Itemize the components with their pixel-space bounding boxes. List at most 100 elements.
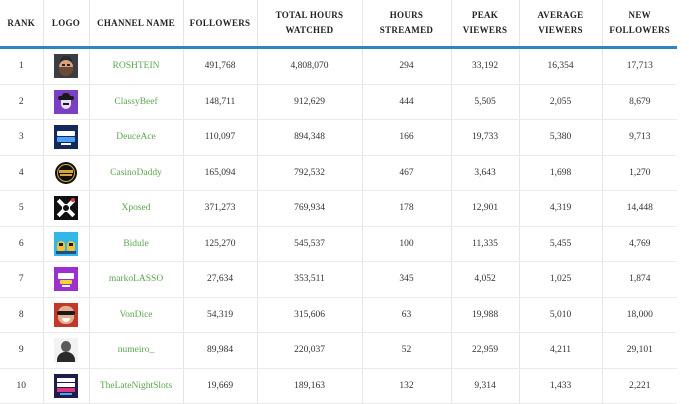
hours-watched-cell: 894,348	[257, 119, 363, 156]
followers-cell: 89,984	[183, 332, 258, 369]
new-followers-cell: 1,874	[602, 261, 677, 298]
average-viewers-cell: 1,433	[519, 368, 603, 404]
followers-cell: 165,094	[183, 155, 258, 191]
logo-cell	[43, 368, 90, 404]
hours-watched-cell: 220,037	[257, 332, 363, 369]
channel-name-link[interactable]: DeuceAce	[89, 119, 184, 156]
table-row: 10 TheLateNightSlots 19,669 189,163 132 …	[0, 368, 677, 404]
channel-name-link[interactable]: Xposed	[89, 190, 184, 227]
table-row: 7 markoLASSO 27,634 353,511 345 4,052 1,…	[0, 261, 677, 298]
average-viewers-cell: 4,211	[519, 332, 603, 369]
logo-cell	[43, 47, 90, 85]
hours-streamed-cell: 63	[362, 297, 452, 333]
header-average-viewers[interactable]: AVERAGE VIEWERS	[519, 0, 603, 48]
rank-cell: 7	[0, 261, 44, 298]
followers-cell: 491,768	[183, 47, 258, 85]
average-viewers-cell: 5,010	[519, 297, 603, 333]
table-row: 4 CasinoDaddy 165,094 792,532 467 3,643 …	[0, 155, 677, 191]
hours-watched-cell: 545,537	[257, 226, 363, 262]
peak-viewers-cell: 9,314	[451, 368, 520, 404]
header-followers[interactable]: FOLLOWERS	[183, 0, 258, 48]
average-viewers-cell: 1,025	[519, 261, 603, 298]
casino-daddy-logo-icon[interactable]	[54, 160, 78, 185]
peak-viewers-cell: 4,052	[451, 261, 520, 298]
hours-streamed-cell: 444	[362, 84, 452, 120]
header-hours-streamed[interactable]: HOURS STREAMED	[362, 0, 452, 48]
table-row: 2 ClassyBeef 148,711 912,629 444 5,505 2…	[0, 84, 677, 120]
followers-cell: 19,669	[183, 368, 258, 404]
average-viewers-cell: 16,354	[519, 47, 603, 85]
purple-cowboy-logo-icon[interactable]	[54, 89, 78, 114]
xposed-logo-icon[interactable]	[54, 196, 78, 221]
hours-watched-cell: 792,532	[257, 155, 363, 191]
channel-name-link[interactable]: VonDice	[89, 297, 184, 333]
markolasso-logo-icon[interactable]	[54, 267, 78, 292]
hours-streamed-cell: 294	[362, 47, 452, 85]
hours-watched-cell: 769,934	[257, 190, 363, 227]
channel-name-link[interactable]: CasinoDaddy	[89, 155, 184, 191]
numeiro-avatar-icon[interactable]	[54, 338, 78, 363]
hours-streamed-cell: 178	[362, 190, 452, 227]
channel-name-link[interactable]: ROSHTEIN	[89, 47, 184, 85]
hours-streamed-cell: 345	[362, 261, 452, 298]
channel-name-link[interactable]: markoLASSO	[89, 261, 184, 298]
table-row: 9 numeiro_ 89,984 220,037 52 22,959 4,21…	[0, 332, 677, 369]
table-row: 3 DeuceAce 110,097 894,348 166 19,733 5,…	[0, 119, 677, 156]
new-followers-cell: 2,221	[602, 368, 677, 404]
hours-streamed-cell: 132	[362, 368, 452, 404]
bearded-man-avatar-icon[interactable]	[54, 54, 78, 79]
rank-cell: 1	[0, 47, 44, 85]
rank-cell: 4	[0, 155, 44, 191]
hours-streamed-cell: 100	[362, 226, 452, 262]
logo-cell	[43, 84, 90, 120]
hours-watched-cell: 353,511	[257, 261, 363, 298]
peak-viewers-cell: 22,959	[451, 332, 520, 369]
hours-streamed-cell: 166	[362, 119, 452, 156]
followers-cell: 148,711	[183, 84, 258, 120]
new-followers-cell: 17,713	[602, 47, 677, 85]
table-row: 1 ROSHTEIN 491,768 4,808,070 294 33,192 …	[0, 47, 677, 85]
header-channel-name[interactable]: CHANNEL NAME	[89, 0, 184, 48]
new-followers-cell: 18,000	[602, 297, 677, 333]
new-followers-cell: 9,713	[602, 119, 677, 156]
logo-cell	[43, 332, 90, 369]
average-viewers-cell: 5,455	[519, 226, 603, 262]
bidule-logo-icon[interactable]	[54, 231, 78, 256]
followers-cell: 110,097	[183, 119, 258, 156]
channel-name-link[interactable]: Bidule	[89, 226, 184, 262]
average-viewers-cell: 2,055	[519, 84, 603, 120]
logo-cell	[43, 261, 90, 298]
hours-streamed-cell: 52	[362, 332, 452, 369]
peak-viewers-cell: 5,505	[451, 84, 520, 120]
average-viewers-cell: 1,698	[519, 155, 603, 191]
vondice-avatar-icon[interactable]	[54, 302, 78, 327]
hours-watched-cell: 912,629	[257, 84, 363, 120]
rank-cell: 3	[0, 119, 44, 156]
table-row: 6 Bidule 125,270 545,537 100 11,335 5,45…	[0, 226, 677, 262]
table-row: 8 VonDice 54,319 315,606 63 19,988 5,010…	[0, 297, 677, 333]
new-followers-cell: 8,679	[602, 84, 677, 120]
hours-watched-cell: 189,163	[257, 368, 363, 404]
new-followers-cell: 1,270	[602, 155, 677, 191]
header-peak-viewers[interactable]: PEAK VIEWERS	[451, 0, 520, 48]
followers-cell: 125,270	[183, 226, 258, 262]
latenightslots-logo-icon[interactable]	[54, 373, 78, 398]
header-rank[interactable]: RANK	[0, 0, 44, 48]
hours-streamed-cell: 467	[362, 155, 452, 191]
deuce-ace-logo-icon[interactable]	[54, 125, 78, 150]
logo-cell	[43, 155, 90, 191]
peak-viewers-cell: 12,901	[451, 190, 520, 227]
followers-cell: 371,273	[183, 190, 258, 227]
average-viewers-cell: 5,380	[519, 119, 603, 156]
table-row: 5 Xposed 371,273 769,934 178 12,901 4,31…	[0, 190, 677, 227]
header-new-followers[interactable]: NEW FOLLOWERS	[609, 10, 671, 35]
channel-name-link[interactable]: TheLateNightSlots	[89, 368, 184, 404]
logo-cell	[43, 119, 90, 156]
peak-viewers-cell: 11,335	[451, 226, 520, 262]
logo-cell	[43, 190, 90, 227]
rank-cell: 9	[0, 332, 44, 369]
channel-name-link[interactable]: numeiro_	[89, 332, 184, 369]
channel-name-link[interactable]: ClassyBeef	[89, 84, 184, 120]
header-total-hours-watched[interactable]: TOTAL HOURS WATCHED	[257, 0, 363, 48]
